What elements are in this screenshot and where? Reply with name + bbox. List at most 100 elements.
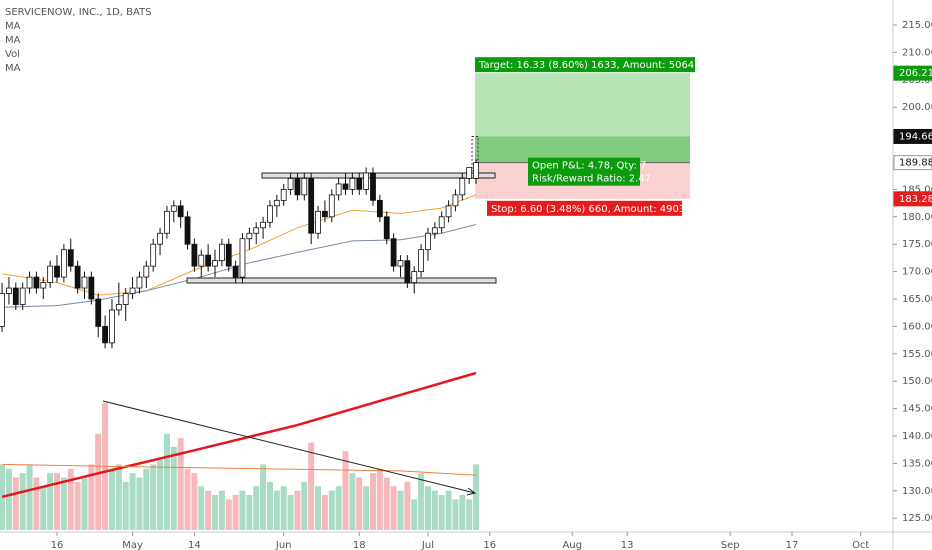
candle-body bbox=[438, 216, 445, 229]
volume-bar bbox=[397, 490, 404, 530]
moving-average bbox=[2, 463, 477, 476]
price-axis-label-box bbox=[893, 65, 932, 81]
candle-body bbox=[54, 265, 60, 278]
volume-bar bbox=[26, 464, 33, 530]
candle-body bbox=[466, 167, 473, 179]
y-tick-label: 200.00 bbox=[902, 102, 932, 113]
candle-body bbox=[6, 287, 12, 294]
candle-body bbox=[212, 260, 218, 267]
position-label: Target: 16.33 (8.60%) 1633, Amount: 5064… bbox=[478, 60, 710, 71]
volume-bar bbox=[170, 446, 177, 530]
y-tick-label: 175.00 bbox=[902, 239, 932, 250]
volume-bar bbox=[122, 481, 129, 530]
candle-body bbox=[74, 265, 81, 289]
price-axis-label-box bbox=[893, 128, 932, 144]
volume-bar bbox=[411, 499, 418, 530]
position-label: Stop: 6.60 (3.48%) 660, Amount: 4903.8 bbox=[491, 204, 695, 215]
volume-bar bbox=[205, 490, 212, 530]
candle-body bbox=[184, 216, 191, 245]
y-tick-label: 215.00 bbox=[902, 20, 932, 31]
price-axis-label: 189.88 bbox=[899, 158, 932, 169]
volume-bar bbox=[301, 481, 308, 530]
volume-bar bbox=[342, 451, 349, 530]
volume-bar bbox=[294, 490, 301, 530]
candle-body bbox=[287, 178, 294, 190]
price-axis-label: 183.28 bbox=[899, 194, 932, 205]
candle-body bbox=[109, 309, 115, 344]
volume-bar bbox=[431, 490, 438, 530]
legend-entry: MA bbox=[5, 21, 21, 32]
candle-body bbox=[376, 199, 383, 218]
candle-body bbox=[26, 276, 33, 289]
moving-average bbox=[2, 224, 477, 308]
volume-bar bbox=[376, 468, 383, 530]
candle-body bbox=[40, 282, 47, 289]
resistance-rectangle bbox=[261, 172, 496, 179]
volume-bar bbox=[136, 477, 143, 530]
candle-body bbox=[431, 227, 438, 234]
volume-bar bbox=[438, 495, 445, 530]
y-tick-label: 165.00 bbox=[902, 294, 932, 305]
legend-entry: Vol bbox=[5, 49, 20, 60]
candle-body bbox=[47, 265, 54, 283]
volume-bar bbox=[54, 473, 61, 530]
candle-body bbox=[143, 265, 150, 278]
volume-bar bbox=[266, 481, 273, 530]
volume-bar bbox=[81, 477, 88, 530]
volume-bar bbox=[308, 442, 315, 530]
position-label-box bbox=[528, 157, 640, 186]
candle-body bbox=[239, 238, 246, 278]
candle-body bbox=[95, 298, 102, 327]
volume-bar bbox=[260, 464, 267, 530]
volume-bar bbox=[225, 499, 232, 530]
candle-body bbox=[102, 326, 108, 344]
y-tick-label: 140.00 bbox=[902, 431, 932, 442]
candle-body bbox=[328, 194, 335, 218]
volume-bar bbox=[143, 468, 150, 530]
volume-bar bbox=[253, 486, 260, 530]
volume-bar bbox=[445, 490, 452, 530]
x-tick-label: 17 bbox=[786, 540, 799, 550]
price-axis-label: 194.66 bbox=[899, 131, 932, 142]
candle-body bbox=[260, 221, 266, 229]
candle-body bbox=[335, 183, 342, 196]
volume-bar bbox=[163, 433, 170, 530]
y-tick-label: 210.00 bbox=[902, 47, 932, 58]
price-axis-label-box bbox=[893, 155, 932, 171]
volume-bar bbox=[473, 464, 480, 530]
volume-bar bbox=[115, 464, 122, 530]
moving-averages bbox=[1, 194, 477, 499]
candle-body bbox=[342, 183, 349, 190]
volume-bar bbox=[60, 477, 67, 530]
volume-bar bbox=[383, 477, 390, 530]
volume-bar bbox=[198, 486, 205, 530]
volume-bar bbox=[47, 473, 54, 530]
x-tick-label: Oct bbox=[852, 540, 869, 550]
volume-bar bbox=[74, 481, 81, 530]
candle-body bbox=[122, 293, 129, 305]
candle-body bbox=[198, 254, 205, 267]
candle-body bbox=[280, 188, 287, 201]
volume-bar bbox=[246, 495, 253, 530]
y-tick-label: 130.00 bbox=[902, 486, 932, 497]
position-label-box bbox=[475, 57, 696, 73]
x-tick-label: 14 bbox=[188, 540, 201, 550]
candle-body bbox=[363, 172, 370, 190]
candle-body bbox=[60, 249, 67, 278]
x-tick-label: Jul bbox=[421, 540, 434, 550]
volume-bar bbox=[315, 486, 322, 530]
volume-bar bbox=[390, 486, 397, 530]
volume-bar bbox=[424, 486, 431, 530]
position-label: Risk/Reward Ratio: 2.47 bbox=[532, 174, 651, 185]
position-tool: Target: 16.33 (8.60%) 1633, Amount: 5064… bbox=[471, 57, 710, 216]
volume-bar bbox=[184, 468, 191, 530]
volume-bar bbox=[191, 473, 198, 530]
candle-body bbox=[308, 178, 315, 234]
candle-body bbox=[349, 178, 356, 190]
volume-bar bbox=[369, 473, 376, 530]
candle-body bbox=[425, 232, 431, 251]
candles bbox=[0, 159, 479, 349]
volume-bar bbox=[12, 477, 19, 530]
candle-body bbox=[356, 178, 363, 190]
